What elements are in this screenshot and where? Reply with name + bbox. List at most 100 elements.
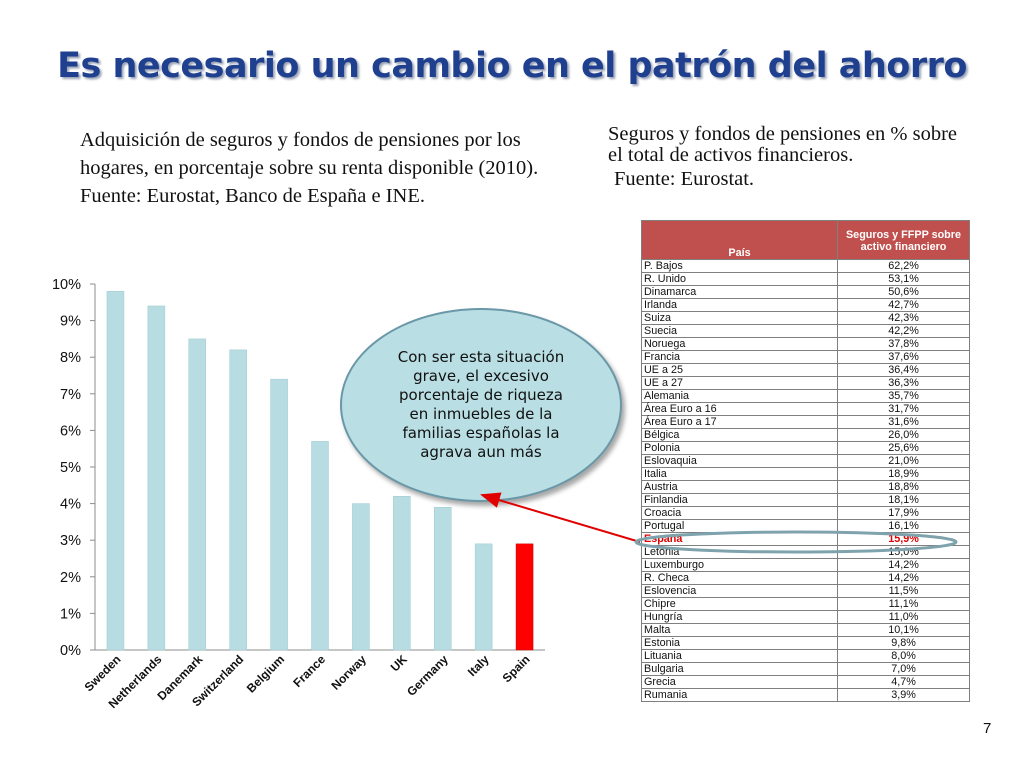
- chart-caption: Adquisición de seguros y fondos de pensi…: [80, 129, 539, 207]
- x-tick-label: Spain: [500, 652, 533, 685]
- bar-spain: [515, 543, 534, 651]
- share-cell: 15,0%: [837, 545, 970, 559]
- share-cell: 3,9%: [837, 688, 970, 702]
- country-cell: Portugal: [641, 519, 838, 533]
- table-caption: Seguros y fondos de pensiones en % sobre…: [608, 124, 1008, 190]
- country-cell: Eslovencia: [641, 584, 838, 598]
- share-cell: 42,7%: [837, 298, 970, 312]
- bar-switzerland: [229, 349, 247, 651]
- x-tick-label: Sweden: [82, 652, 124, 694]
- bar-uk: [393, 496, 411, 651]
- share-cell: 11,0%: [837, 610, 970, 624]
- y-tick-label: 9%: [60, 314, 81, 330]
- table-row: Austria 18,8%: [641, 480, 970, 494]
- table-row: Croacia 17,9%: [641, 506, 970, 520]
- country-cell: Dinamarca: [641, 285, 838, 299]
- country-cell: Estonia: [641, 636, 838, 650]
- bar-chart: 0%1%2%3%4%5%6%7%8%9%10%SwedenNetherlands…: [52, 277, 545, 711]
- country-cell: UE a 25: [641, 363, 838, 377]
- table-row: Letonia 15,0%: [641, 545, 970, 559]
- bar-netherlands: [147, 305, 166, 651]
- table-row: Hungría 11,0%: [641, 610, 970, 624]
- y-tick-label: 5%: [60, 460, 81, 476]
- table-row: R. Checa 14,2%: [641, 571, 970, 585]
- country-cell: R. Unido: [641, 272, 838, 286]
- table-row: Lituania 8,0%: [641, 649, 970, 663]
- page-number: 7: [983, 720, 992, 737]
- table-row: Suecia 42,2%: [641, 324, 970, 338]
- country-cell: Suiza: [641, 311, 838, 325]
- table-row: España 15,9%: [641, 532, 970, 546]
- country-cell: Italia: [641, 467, 838, 481]
- share-cell: 36,4%: [837, 363, 970, 377]
- share-cell: 50,6%: [837, 285, 970, 299]
- table-row: UE a 25 36,4%: [641, 363, 970, 377]
- column-header-share: Seguros y FFPP sobre activo financiero: [837, 220, 970, 260]
- table-row: Eslovaquia 21,0%: [641, 454, 970, 468]
- share-cell: 42,3%: [837, 311, 970, 325]
- x-tick-label: Norway: [328, 652, 369, 693]
- table-row: P. Bajos 62,2%: [641, 259, 970, 273]
- country-cell: Chipre: [641, 597, 838, 611]
- share-cell: 18,9%: [837, 467, 970, 481]
- share-cell: 7,0%: [837, 662, 970, 676]
- share-cell: 10,1%: [837, 623, 970, 637]
- country-cell: Alemania: [641, 389, 838, 403]
- share-cell: 37,6%: [837, 350, 970, 364]
- table-row: Malta 10,1%: [641, 623, 970, 637]
- table-row: Italia 18,9%: [641, 467, 970, 481]
- table-row: Grecia 4,7%: [641, 675, 970, 689]
- country-cell: Bulgaria: [641, 662, 838, 676]
- bar-germany: [433, 507, 452, 651]
- table-row: Portugal 16,1%: [641, 519, 970, 533]
- share-cell: 42,2%: [837, 324, 970, 338]
- table-caption-line2: el total de activos financieros.: [608, 144, 854, 166]
- share-cell: 8,0%: [837, 649, 970, 663]
- country-cell: Grecia: [641, 675, 838, 689]
- x-tick-label: Belgium: [244, 652, 287, 695]
- country-cell: Suecia: [641, 324, 838, 338]
- share-cell: 14,2%: [837, 558, 970, 572]
- share-cell: 18,1%: [837, 493, 970, 507]
- table-caption-line1: Seguros y fondos de pensiones en % sobre: [608, 123, 958, 145]
- table-row: Área Euro a 16 31,7%: [641, 402, 970, 416]
- share-cell: 25,6%: [837, 441, 970, 455]
- share-cell: 16,1%: [837, 519, 970, 533]
- y-tick-label: 7%: [60, 387, 81, 403]
- table-row: UE a 27 36,3%: [641, 376, 970, 390]
- country-cell: Área Euro a 16: [641, 402, 838, 416]
- country-cell: Irlanda: [641, 298, 838, 312]
- country-cell: Francia: [641, 350, 838, 364]
- country-cell: Finlandia: [641, 493, 838, 507]
- table-row: Irlanda 42,7%: [641, 298, 970, 312]
- table-row: R. Unido 53,1%: [641, 272, 970, 286]
- country-cell: P. Bajos: [641, 259, 838, 273]
- country-cell: R. Checa: [641, 571, 838, 585]
- country-cell: Noruega: [641, 337, 838, 351]
- share-cell: 37,8%: [837, 337, 970, 351]
- country-cell: Bélgica: [641, 428, 838, 442]
- country-cell: España: [641, 532, 838, 546]
- y-tick-label: 10%: [52, 277, 81, 293]
- table-row: Bélgica 26,0%: [641, 428, 970, 442]
- share-cell: 15,9%: [837, 532, 970, 546]
- share-cell: 14,2%: [837, 571, 970, 585]
- bar-italy: [474, 543, 493, 651]
- country-cell: UE a 27: [641, 376, 838, 390]
- table-row: Dinamarca 50,6%: [641, 285, 970, 299]
- share-cell: 53,1%: [837, 272, 970, 286]
- share-cell: 35,7%: [837, 389, 970, 403]
- y-tick-label: 1%: [60, 606, 81, 622]
- country-cell: Austria: [641, 480, 838, 494]
- y-tick-label: 3%: [60, 533, 81, 549]
- share-cell: 62,2%: [837, 259, 970, 273]
- country-cell: Rumania: [641, 688, 838, 702]
- table-row: Polonia 25,6%: [641, 441, 970, 455]
- share-cell: 21,0%: [837, 454, 970, 468]
- share-cell: 11,1%: [837, 597, 970, 611]
- table-row: Área Euro a 17 31,6%: [641, 415, 970, 429]
- callout-ellipse: Con ser esta situación grave, el excesiv…: [340, 308, 622, 502]
- share-cell: 36,3%: [837, 376, 970, 390]
- x-tick-label: UK: [388, 652, 410, 674]
- country-cell: Eslovaquia: [641, 454, 838, 468]
